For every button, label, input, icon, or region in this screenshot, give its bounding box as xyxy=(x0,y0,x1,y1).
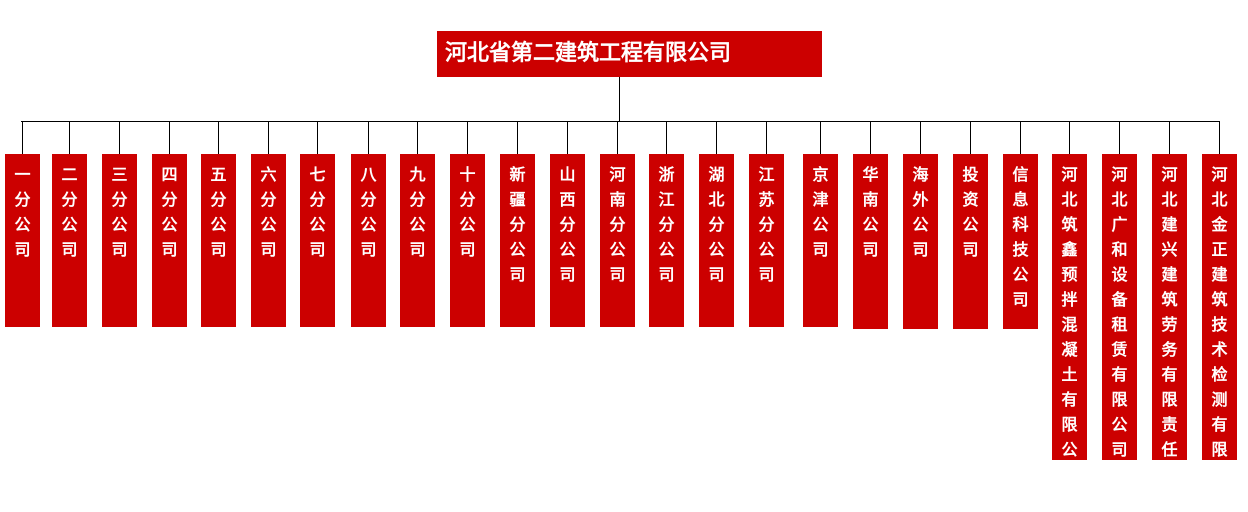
child-node: 九分公司 xyxy=(400,154,435,327)
child-node-label: 八分公司 xyxy=(360,165,377,259)
child-node-label: 浙江分公司 xyxy=(658,165,675,284)
child-node-label: 二分公司 xyxy=(61,165,78,259)
child-node: 五分公司 xyxy=(201,154,236,327)
child-node: 三分公司 xyxy=(102,154,137,327)
child-node-label: 山西分公司 xyxy=(559,165,576,284)
child-connector xyxy=(169,121,170,154)
child-node-label: 湖北分公司 xyxy=(708,165,725,284)
child-connector xyxy=(870,121,871,154)
child-connector xyxy=(1219,121,1220,154)
child-node-label: 三分公司 xyxy=(111,165,128,259)
child-node: 二分公司 xyxy=(52,154,87,327)
child-connector xyxy=(467,121,468,154)
child-connector xyxy=(1020,121,1021,154)
child-node-label: 六分公司 xyxy=(260,165,277,259)
child-connector xyxy=(666,121,667,154)
child-node-label: 海外公司 xyxy=(912,165,929,259)
child-connector xyxy=(567,121,568,154)
child-connector xyxy=(119,121,120,154)
child-node-label: 河北建兴建筑劳务有限责任公司 xyxy=(1161,165,1178,509)
child-node: 投资公司 xyxy=(953,154,988,329)
child-node: 八分公司 xyxy=(351,154,386,327)
child-connector xyxy=(1169,121,1170,154)
child-node-label: 新疆分公司 xyxy=(509,165,526,284)
child-node: 浙江分公司 xyxy=(649,154,684,327)
child-node-label: 京津公司 xyxy=(812,165,829,259)
child-connector xyxy=(268,121,269,154)
child-node-label: 七分公司 xyxy=(309,165,326,259)
child-node-label: 河北金正建筑技术检测有限公司 xyxy=(1211,165,1228,509)
child-connector xyxy=(22,121,23,154)
child-node-label: 一分公司 xyxy=(14,165,31,259)
child-node: 江苏分公司 xyxy=(749,154,784,327)
child-node: 河南分公司 xyxy=(600,154,635,327)
child-connector xyxy=(820,121,821,154)
child-connector xyxy=(417,121,418,154)
child-connector xyxy=(368,121,369,154)
child-node: 海外公司 xyxy=(903,154,938,329)
child-node: 河北广和设备租赁有限公司 xyxy=(1102,154,1137,460)
child-node-label: 江苏分公司 xyxy=(758,165,775,284)
child-node: 京津公司 xyxy=(803,154,838,327)
child-node-label: 河北广和设备租赁有限公司 xyxy=(1111,165,1128,459)
child-connector xyxy=(218,121,219,154)
child-node: 华南公司 xyxy=(853,154,888,329)
child-node-label: 河北筑鑫预拌混凝土有限公司 xyxy=(1061,165,1078,484)
child-connector xyxy=(1119,121,1120,154)
horizontal-connector xyxy=(21,121,1220,122)
child-connector xyxy=(1069,121,1070,154)
child-node: 六分公司 xyxy=(251,154,286,327)
child-node-label: 五分公司 xyxy=(210,165,227,259)
child-connector xyxy=(716,121,717,154)
child-node: 七分公司 xyxy=(300,154,335,327)
child-connector xyxy=(517,121,518,154)
child-node: 信息科技公司 xyxy=(1003,154,1038,329)
child-node-label: 河南分公司 xyxy=(609,165,626,284)
child-connector xyxy=(766,121,767,154)
child-node: 新疆分公司 xyxy=(500,154,535,327)
child-connector xyxy=(920,121,921,154)
child-node-label: 四分公司 xyxy=(161,165,178,259)
child-node: 湖北分公司 xyxy=(699,154,734,327)
child-connector xyxy=(970,121,971,154)
child-node: 河北金正建筑技术检测有限公司 xyxy=(1202,154,1237,509)
child-node-label: 投资公司 xyxy=(962,165,979,259)
child-node-label: 九分公司 xyxy=(409,165,426,259)
child-node-label: 华南公司 xyxy=(862,165,879,259)
root-node: 河北省第二建筑工程有限公司 xyxy=(437,31,822,77)
child-node-label: 信息科技公司 xyxy=(1012,165,1029,309)
child-node-label: 十分公司 xyxy=(459,165,476,259)
child-node: 十分公司 xyxy=(450,154,485,327)
child-connector xyxy=(69,121,70,154)
child-connector xyxy=(617,121,618,154)
child-node: 一分公司 xyxy=(5,154,40,327)
child-node: 四分公司 xyxy=(152,154,187,327)
child-node: 山西分公司 xyxy=(550,154,585,327)
child-node: 河北筑鑫预拌混凝土有限公司 xyxy=(1052,154,1087,484)
child-connector xyxy=(317,121,318,154)
root-connector xyxy=(619,77,620,121)
child-node: 河北建兴建筑劳务有限责任公司 xyxy=(1152,154,1187,509)
